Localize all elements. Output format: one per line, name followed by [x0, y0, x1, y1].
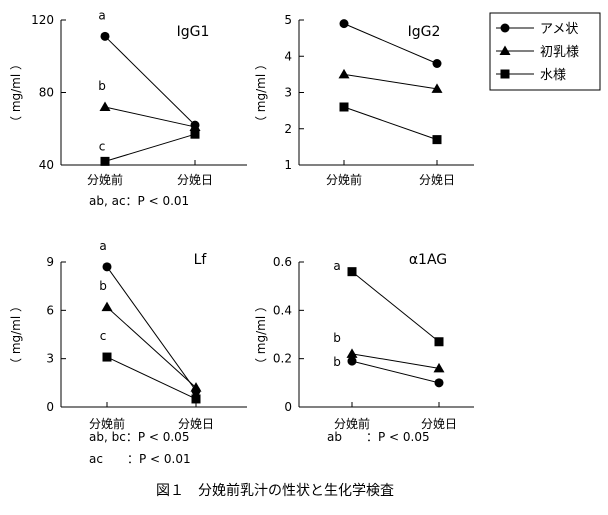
significance-letter: a: [99, 239, 106, 253]
series-line: [106, 306, 197, 389]
y-axis-label: （ mg/ml ）: [254, 300, 268, 370]
data-point: [346, 348, 358, 358]
x-tick-label: 分娩日: [178, 417, 214, 431]
data-point: [100, 31, 110, 41]
x-tick-label: 分娩前: [326, 172, 362, 187]
chart-title: Lf: [194, 252, 208, 268]
y-tick-label: 0.6: [273, 255, 292, 269]
series-line: [351, 360, 440, 384]
y-tick-label: 9: [46, 255, 54, 269]
significance-note: ab, ac：P < 0.01: [89, 194, 189, 208]
y-tick-label: 120: [31, 13, 54, 27]
data-point: [433, 362, 445, 373]
data-point: [339, 19, 349, 29]
data-point: [189, 121, 201, 131]
y-tick-label: 1: [284, 158, 292, 172]
data-point: [434, 378, 444, 388]
data-point: [100, 156, 110, 166]
data-point: [347, 267, 357, 277]
series-line: [106, 356, 197, 400]
data-point: [347, 356, 357, 366]
y-tick-label: 4: [284, 49, 292, 63]
y-tick-label: 3: [46, 352, 54, 366]
data-point: [101, 301, 113, 312]
x-tick-label: 分娩前: [334, 416, 370, 431]
y-tick-label: 0.2: [273, 352, 292, 366]
y-tick-label: 2: [284, 122, 292, 136]
series-line: [106, 266, 197, 392]
x-tick-label: 分娩日: [419, 173, 455, 187]
series-line: [351, 353, 440, 369]
data-point: [338, 68, 350, 79]
data-point: [432, 59, 442, 68]
data-point: [99, 101, 111, 111]
y-axis-label: （ mg/ml ）: [9, 58, 23, 128]
y-axis-label: （ mg/ml ）: [9, 300, 23, 370]
x-tick-label: 分娩前: [89, 416, 125, 431]
y-tick-label: 0.4: [273, 303, 292, 317]
data-point: [190, 382, 202, 392]
chart-panel: 0 3 6 9 分娩前 分娩日 Lf （ mg/ml ） a b c ab, bc：P < 0.05 a…: [9, 239, 247, 466]
significance-letter: b: [98, 79, 106, 93]
series-line: [104, 133, 196, 162]
significance-letter: b: [333, 355, 341, 369]
significance-letter: b: [99, 279, 107, 293]
data-point: [432, 135, 442, 145]
x-tick-label: 分娩前: [87, 172, 123, 187]
significance-note: ac ：P < 0.01: [89, 452, 191, 466]
chart-panel: 1 2 3 4 5 分娩前 分娩日 IgG2 （ mg/ml ）: [254, 13, 474, 187]
series-line: [343, 106, 438, 141]
legend-label: 水様: [540, 68, 566, 83]
data-point: [190, 129, 200, 139]
legend-marker: [500, 69, 510, 79]
significance-letter: b: [333, 331, 341, 345]
data-point: [102, 352, 112, 362]
legend-marker: [499, 45, 511, 55]
series-line: [104, 106, 196, 128]
y-tick-label: 40: [39, 158, 54, 172]
significance-letter: a: [98, 8, 105, 22]
significance-note: ab ：P < 0.05: [327, 430, 430, 444]
data-point: [191, 394, 201, 404]
legend-marker: [500, 23, 510, 33]
series-line: [343, 73, 438, 90]
significance-letter: a: [333, 259, 340, 273]
y-tick-label: 3: [284, 86, 292, 100]
significance-letter: c: [100, 329, 107, 343]
data-point: [339, 102, 349, 112]
series-line: [343, 23, 438, 64]
significance-letter: c: [99, 139, 106, 153]
y-axis-label: （ mg/ml ）: [254, 58, 268, 128]
y-tick-label: 0: [284, 400, 292, 414]
chart-title: IgG2: [408, 24, 441, 40]
chart-title: IgG1: [177, 24, 210, 40]
chart-panel: 0 0.2 0.4 0.6 分娩前 分娩日 α1AG （ mg/ml ） a bb ab ：P < …: [254, 252, 474, 444]
x-tick-label: 分娩日: [421, 417, 457, 431]
data-point: [434, 337, 444, 347]
figure-caption: 図１ 分娩前乳汁の性状と生化学検査: [156, 482, 394, 499]
legend-label: 初乳様: [540, 45, 579, 60]
y-tick-label: 80: [39, 86, 54, 100]
data-point: [102, 262, 112, 272]
series-line: [351, 271, 440, 343]
significance-note: ab, bc：P < 0.05: [89, 430, 189, 444]
series-line: [104, 35, 196, 126]
legend-label: アメ状: [540, 22, 578, 37]
data-point: [431, 83, 443, 93]
chart-title: α1AG: [409, 252, 447, 268]
chart-panel: 40 80 120 分娩前 分娩日 IgG1 （ mg/ml ） a b c ab, ac：P < …: [9, 8, 247, 208]
y-tick-label: 5: [284, 13, 292, 27]
x-tick-label: 分娩日: [177, 173, 213, 187]
y-tick-label: 0: [46, 400, 54, 414]
y-tick-label: 6: [46, 303, 54, 317]
